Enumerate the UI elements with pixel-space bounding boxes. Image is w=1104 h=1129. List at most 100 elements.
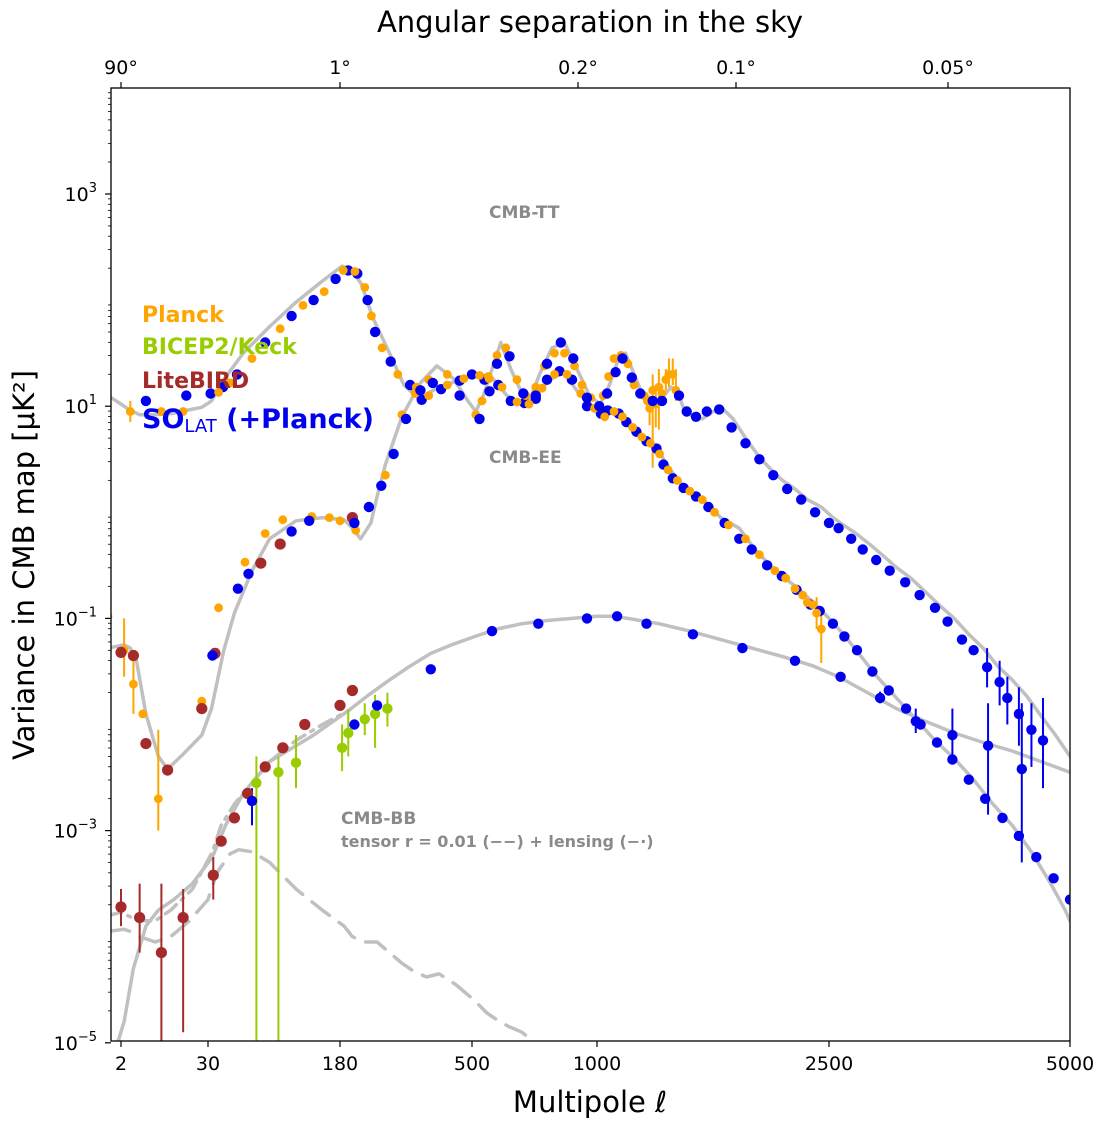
data-point-ee-so (617, 353, 628, 364)
data-point-ee-so (601, 388, 613, 399)
legend-so-main: SO (142, 404, 184, 435)
data-point-tt-so (931, 737, 943, 748)
data-point-ee-so (581, 392, 593, 403)
data-point-ee-litebird (140, 738, 152, 750)
legend-bicep-keck: BICEP2/Keck (142, 335, 298, 360)
data-point-tt-planck (178, 407, 188, 416)
data-point-tt-planck (497, 382, 507, 392)
data-point-ee-so (207, 650, 218, 661)
data-point-ee-so (400, 413, 412, 425)
data-point-ee-so (427, 377, 438, 389)
data-point-tt-planck (663, 465, 673, 475)
data-point-ee-so (796, 494, 807, 505)
data-point-bb-bicep2-keck (369, 708, 381, 720)
data-point-ee-so (568, 353, 579, 364)
data-point-bb-litebird (299, 718, 311, 731)
data-point-bb-bicep2-keck (290, 757, 302, 768)
x-tick-label: 1000 (573, 1053, 621, 1075)
data-point-ee-litebird (162, 764, 174, 776)
data-point-ee-so (690, 411, 702, 422)
data-point-tt-so (330, 273, 341, 285)
data-point-bb-so (246, 795, 258, 807)
data-point-ee-planck (351, 525, 361, 535)
top-tick-label: 0.05° (922, 57, 974, 79)
annotation-cmb-tt: CMB-TT (489, 203, 560, 223)
data-point-ee-litebird (255, 557, 267, 569)
data-point-bb-litebird (155, 947, 167, 959)
data-point-tt-planck (424, 391, 434, 400)
data-point-tt-planck (275, 324, 285, 334)
data-point-ee-so (286, 526, 297, 537)
data-point-tt-planck (655, 449, 664, 459)
annotation-bb-components: tensor r = 0.01 (−−) + lensing (−·) (341, 832, 654, 851)
data-point-ee-planck (442, 370, 452, 379)
data-point-tt-so (839, 631, 850, 642)
data-point-ee-so (594, 401, 605, 412)
data-point-ee-planck (657, 389, 667, 398)
data-point-ee-so (363, 501, 375, 513)
data-point-tt-planck (781, 573, 791, 583)
data-point-tt-planck (524, 399, 534, 409)
data-point-tt-so (140, 395, 152, 407)
chart-title: Angular separation in the sky (377, 5, 803, 39)
data-point-ee-so (714, 404, 725, 415)
data-point-bb-so (982, 740, 994, 751)
y-tick-base: 10 (54, 1033, 78, 1055)
data-point-tt-so (761, 560, 773, 571)
data-point-ee-so (1002, 692, 1013, 704)
data-point-tt-so (746, 544, 757, 555)
data-point-ee-so (454, 390, 465, 401)
data-point-bb-so (874, 692, 886, 704)
data-point-tt-planck (367, 311, 376, 321)
data-point-tt-planck (442, 380, 452, 390)
data-point-ee-planck (577, 380, 587, 390)
data-point-ee-so (740, 438, 751, 449)
data-point-tt-planck (790, 584, 800, 594)
data-point-ee-planck (550, 348, 559, 358)
data-point-tt-planck (125, 407, 135, 416)
x-tick-label: 500 (454, 1053, 490, 1075)
data-point-bb-bicep2-keck (343, 727, 354, 739)
data-point-tt-so (947, 754, 958, 765)
data-point-tt-planck (377, 343, 387, 353)
data-point-ee-planck (512, 375, 522, 385)
data-point-ee-so (846, 533, 857, 544)
data-point-bb-litebird (346, 684, 358, 697)
data-point-ee-so (754, 454, 765, 465)
data-point-ee-planck (260, 529, 270, 538)
data-point-bb-so (737, 642, 748, 654)
data-point-tt-planck (816, 624, 826, 634)
y-axis-label: Variance in CMB map [μK²] (7, 370, 41, 760)
data-point-tt-so (900, 703, 912, 714)
data-point-bb-litebird (207, 869, 219, 881)
data-point-tt-so (827, 618, 839, 629)
data-point-bb-so (611, 611, 623, 622)
data-point-tt-planck (360, 283, 370, 292)
y-tick-label: 10−3 (54, 818, 97, 843)
data-point-ee-so (349, 517, 360, 529)
data-point-ee-planck (560, 348, 569, 358)
data-point-tt-planck (697, 495, 707, 504)
x-tick-label: 180 (322, 1053, 358, 1075)
data-point-bb-so (371, 700, 383, 711)
data-point-ee-so (484, 386, 495, 397)
x-tick-label: 2 (115, 1053, 127, 1075)
data-point-tt-planck (157, 407, 166, 416)
data-point-ee-so (782, 483, 793, 495)
data-point-bb-so (789, 655, 801, 666)
legend-litebird: LiteBIRD (142, 369, 249, 394)
y-tick-label: 10−5 (54, 1030, 97, 1055)
data-point-ee-so (768, 470, 779, 481)
data-point-tt-so (541, 374, 553, 385)
data-point-ee-planck (138, 709, 148, 719)
data-point-tt-planck (338, 266, 348, 275)
data-point-ee-so (833, 523, 844, 534)
top-axis-ticks: 90° 1° 0.2° 0.1° 0.05° (104, 57, 974, 88)
data-point-ee-so (956, 634, 968, 645)
data-point-ee-so (968, 645, 979, 656)
top-tick-label: 0.1° (716, 57, 756, 79)
data-point-ee-planck (153, 794, 163, 804)
data-point-ee-planck (609, 354, 619, 363)
